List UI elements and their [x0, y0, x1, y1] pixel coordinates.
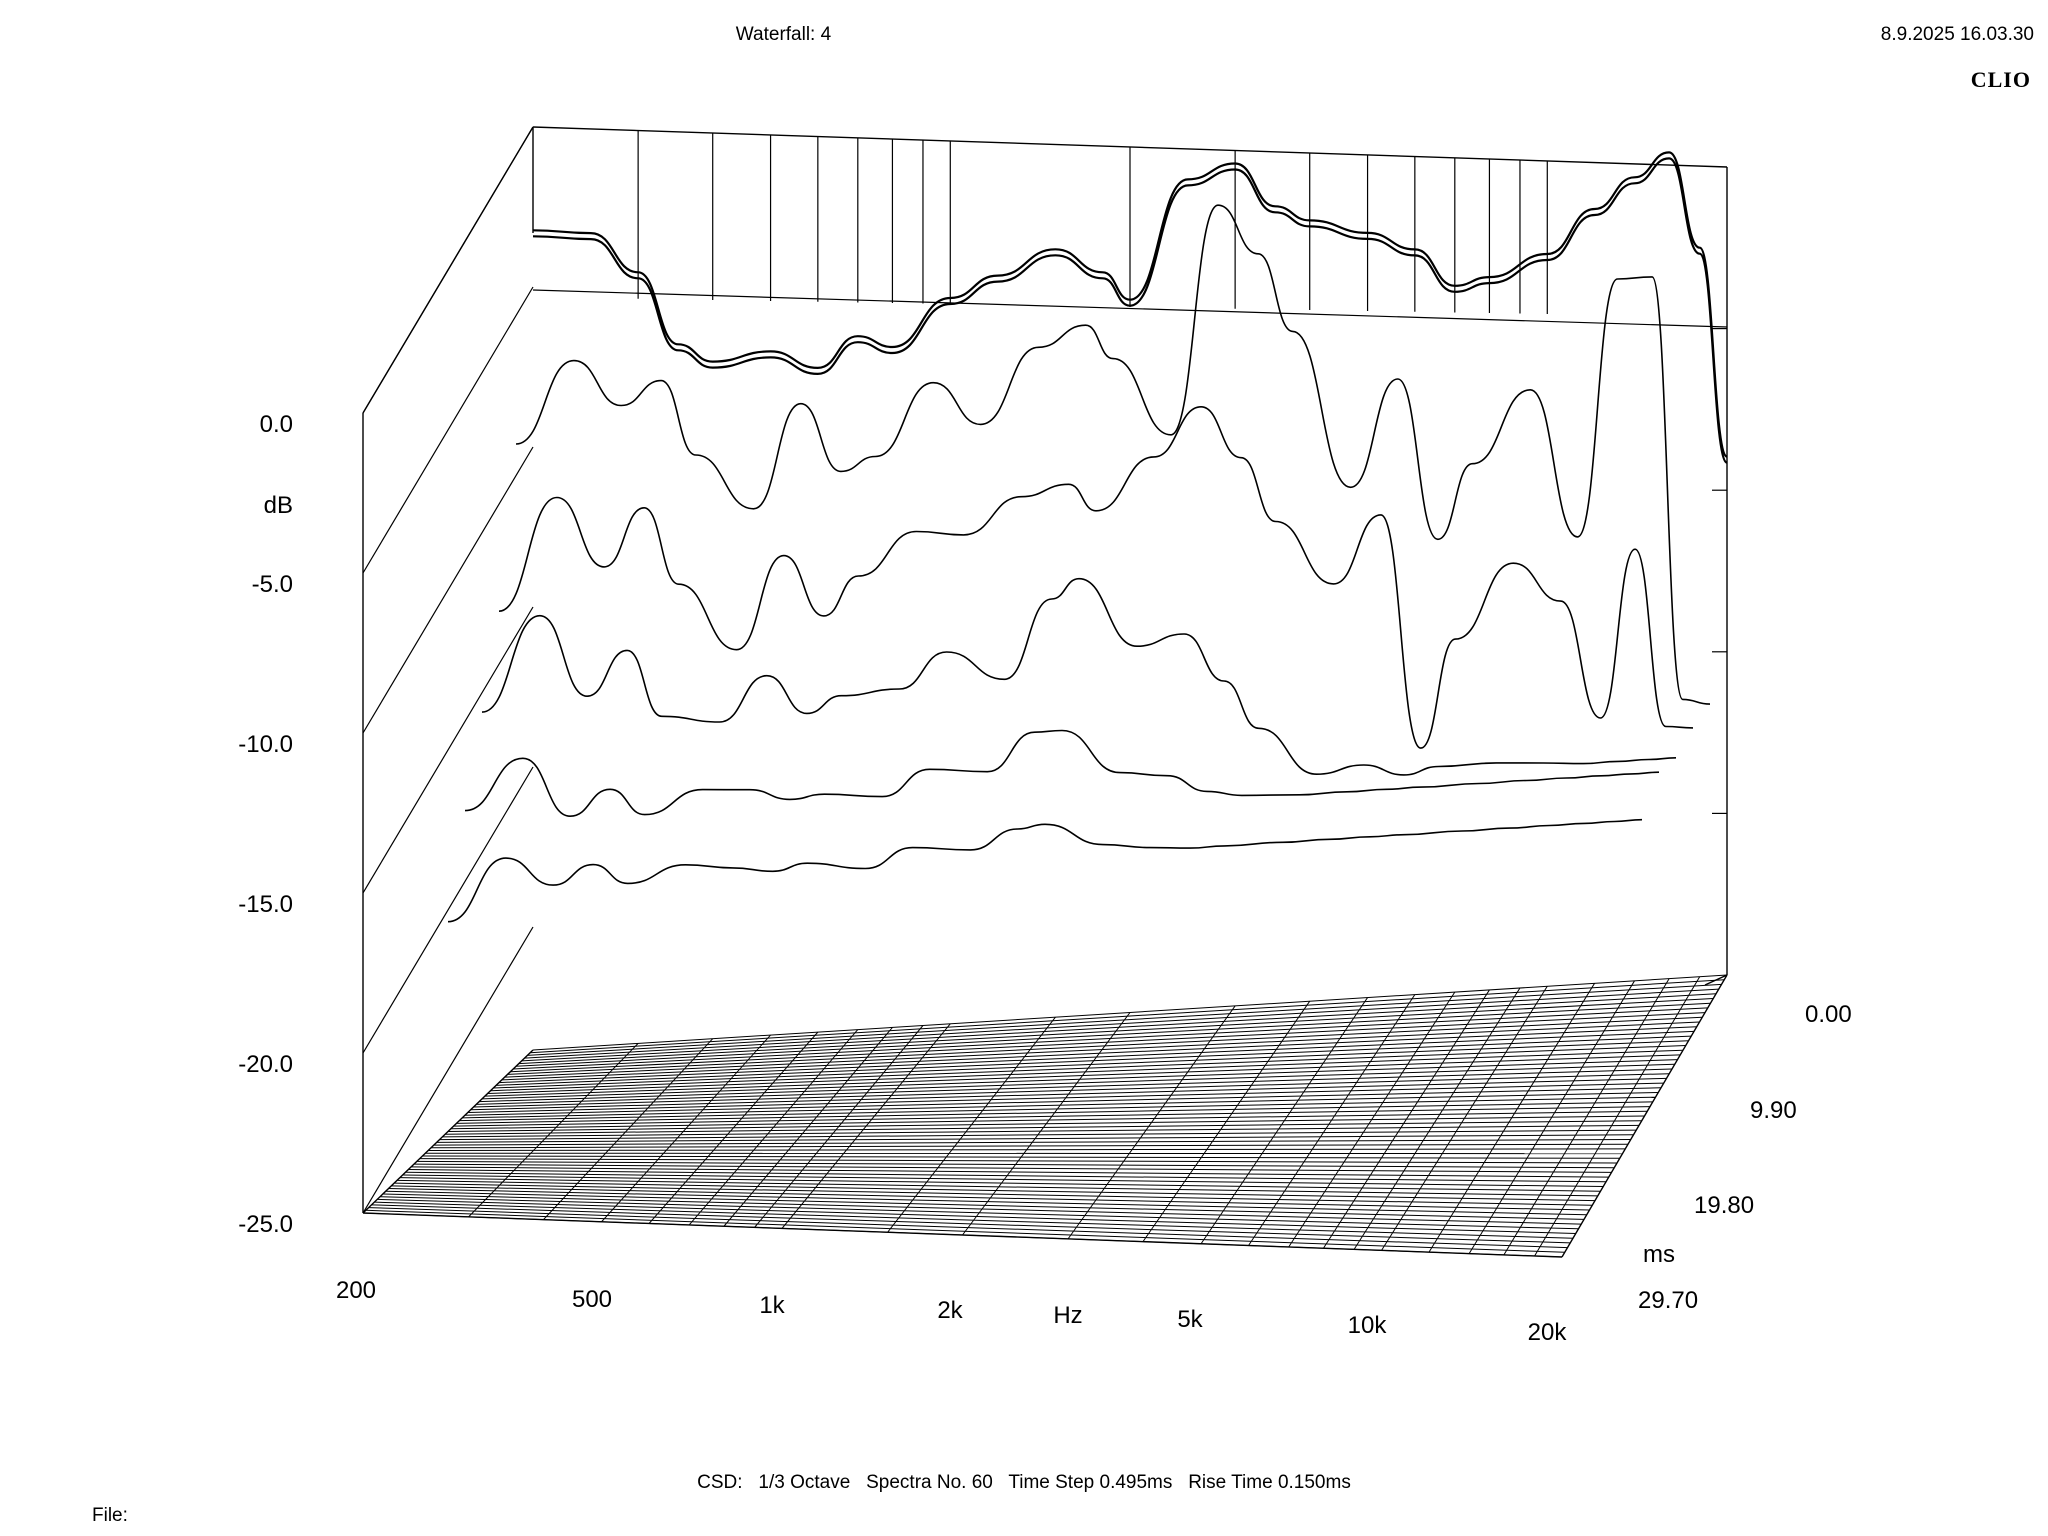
floor-freq-line-10 — [1067, 1005, 1236, 1240]
x-axis-label: Hz — [1053, 1302, 1082, 1329]
y-tick-0: 0.0 — [260, 411, 293, 438]
floor-freq-line-15 — [1323, 989, 1490, 1249]
x-tick-5k: 5k — [1177, 1306, 1203, 1333]
floor-freq-line-12 — [1200, 997, 1368, 1245]
spectrum-11.88ms — [464, 729, 1660, 818]
dB-gridline-4 — [362, 766, 534, 1054]
spectra-group — [447, 151, 1729, 923]
x-tick-1k: 1k — [759, 1292, 785, 1319]
x-tick-2k: 2k — [937, 1297, 963, 1324]
floor-freq-line-9 — [962, 1012, 1131, 1236]
dB-gridline-3 — [362, 606, 534, 894]
floor-freq-line-7 — [781, 1023, 951, 1229]
spectrum-14.85ms — [447, 818, 1643, 923]
spectrum-2.97ms — [515, 204, 1711, 705]
floor-freq-line-1 — [543, 1038, 714, 1220]
y-tick-4: -20.0 — [238, 1051, 293, 1078]
dB-gridline-5 — [362, 926, 534, 1214]
y-tick-3: -15.0 — [238, 891, 293, 918]
floor-freq-line-16 — [1353, 987, 1521, 1250]
dB-gridline-0 — [362, 126, 534, 414]
floor-freq-line-2 — [601, 1034, 771, 1223]
file-label: File: — [92, 1505, 128, 1526]
floor-freq-line-14 — [1288, 991, 1456, 1248]
brand-logo: CLIO — [1970, 67, 2031, 92]
floor-freq-line-8 — [887, 1016, 1056, 1233]
y-tick-5: -25.0 — [238, 1211, 293, 1238]
z-tick-1: 9.90 — [1750, 1097, 1797, 1124]
floor-freq-line-19 — [1468, 980, 1635, 1254]
z-tick-3: 29.70 — [1638, 1287, 1698, 1314]
z-tick-2: 19.80 — [1694, 1192, 1754, 1219]
y-axis-label: dB — [264, 492, 293, 519]
y-tick-1: -5.0 — [252, 571, 293, 598]
axes-grid — [362, 126, 1728, 1258]
back-wall-mid-line — [532, 289, 1728, 328]
floor-freq-line-18 — [1428, 983, 1595, 1253]
floor-freq-line-11 — [1142, 1000, 1311, 1242]
timestamp: 8.9.2025 16.03.30 — [1880, 24, 2034, 45]
y-tick-2: -10.0 — [238, 731, 293, 758]
floor-freq-line-4 — [688, 1029, 859, 1226]
axis-labels: 0.0 -5.0 -10.0 -15.0 -20.0 -25.0 dB 200 500 1k 2k 5… — [238, 411, 1851, 1346]
chart-title: Waterfall: 4 — [735, 24, 832, 45]
floor-freq-line-5 — [723, 1027, 893, 1227]
floor-freq-line-13 — [1248, 994, 1416, 1246]
floor-freq-line-20 — [1503, 978, 1670, 1256]
dB-gridline-1 — [362, 286, 534, 574]
x-tick-500: 500 — [572, 1286, 612, 1313]
dB-gridline-2 — [362, 446, 534, 734]
z-tick-0: 0.00 — [1805, 1001, 1852, 1028]
spectrum-0-shadow — [532, 157, 1729, 464]
footer-summary: CSD: 1/3 Octave Spectra No. 60 Time Step… — [697, 1472, 1351, 1493]
spectrum-0ms — [532, 151, 1729, 458]
floor-freq-line-21 — [1534, 976, 1701, 1257]
z-axis-label: ms — [1643, 1241, 1675, 1268]
floor-freq-line-17 — [1381, 986, 1548, 1251]
floor-freq-line-3 — [648, 1031, 819, 1224]
x-tick-20k: 20k — [1528, 1319, 1568, 1346]
floor-freq-line-0 — [468, 1043, 639, 1218]
floor-freq-line-6 — [754, 1025, 924, 1228]
x-tick-10k: 10k — [1348, 1312, 1388, 1339]
spectrum-5.94ms — [498, 405, 1694, 749]
x-tick-200: 200 — [336, 1277, 376, 1304]
spectrum-8.91ms — [481, 577, 1677, 776]
